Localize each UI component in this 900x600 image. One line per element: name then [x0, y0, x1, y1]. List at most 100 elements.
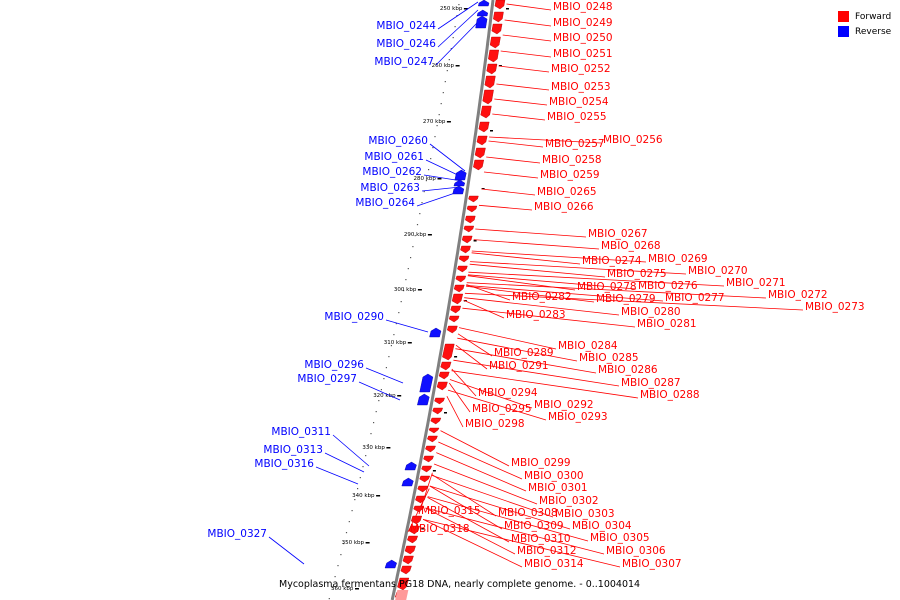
forward-gene-arrow	[488, 49, 500, 63]
kbp-tick-label: 270 kbp	[423, 119, 446, 125]
forward-leader-line	[446, 396, 464, 428]
forward-gene-label: MBIO_0309	[504, 520, 564, 532]
forward-gene-arrow	[440, 361, 452, 371]
kbp-tick-label: 250 kbp	[440, 6, 463, 12]
strand-tick-mark	[481, 188, 485, 190]
scale-dot	[414, 235, 416, 237]
forward-gene-label: MBIO_0312	[517, 545, 577, 557]
forward-leader-line	[457, 333, 493, 357]
forward-leader-line	[429, 485, 571, 530]
forward-gene-label: MBIO_0253	[551, 81, 611, 93]
scale-dot	[419, 213, 421, 215]
leader-lines	[268, 1, 804, 568]
forward-leader-line	[475, 228, 587, 238]
forward-leader-line	[504, 19, 552, 27]
scale-dot	[359, 477, 361, 479]
reverse-leader-line	[429, 143, 466, 172]
forward-gene-arrow	[486, 63, 498, 75]
reverse-leader-line	[437, 9, 479, 48]
scale-dot	[378, 400, 380, 402]
forward-gene-label: MBIO_0301	[528, 482, 588, 494]
forward-gene-arrow	[489, 36, 501, 49]
genome-backbone	[390, 0, 495, 600]
kbp-tick-mark	[446, 121, 451, 123]
scale-dot	[337, 565, 339, 567]
scale-dot	[421, 202, 423, 204]
forward-leader-line	[489, 136, 602, 144]
reverse-gene-label: MBIO_0313	[263, 444, 323, 456]
scale-dot	[367, 444, 369, 446]
scale-dot	[436, 125, 438, 127]
forward-gene-label: MBIO_0248	[553, 1, 613, 13]
reverse-gene-arrow	[478, 0, 490, 7]
reverse-gene-arrow	[452, 185, 465, 195]
forward-gene-arrow	[421, 465, 432, 473]
forward-gene-label: MBIO_0299	[511, 457, 571, 469]
reverse-gene-label: MBIO_0264	[355, 197, 415, 209]
forward-gene-arrow	[453, 284, 465, 293]
forward-gene-arrow	[455, 275, 467, 283]
kbp-tick-mark	[463, 8, 468, 10]
legend-swatch-reverse	[838, 26, 849, 37]
forward-gene-arrow	[415, 495, 427, 504]
forward-gene-label: MBIO_0291	[489, 360, 549, 372]
forward-leader-line	[502, 34, 552, 42]
strand-tick-mark	[421, 528, 425, 530]
reverse-leader-line	[358, 381, 401, 401]
forward-leader-line	[463, 299, 505, 319]
forward-gene-arrow	[482, 89, 494, 105]
forward-gene-arrow	[491, 23, 503, 35]
forward-leader-line	[466, 285, 595, 303]
forward-gene-label: MBIO_0249	[553, 17, 613, 29]
scale-dot	[393, 334, 395, 336]
reverse-gene-arrow	[453, 179, 466, 187]
kbp-tick-mark	[437, 178, 442, 180]
forward-gene-arrow	[484, 75, 496, 89]
forward-leader-line	[473, 239, 600, 250]
scale-dot	[362, 466, 364, 468]
scale-dot	[442, 92, 444, 94]
reverse-gene-arrow	[429, 327, 442, 338]
forward-leader-line	[500, 50, 552, 58]
legend-swatch-forward	[838, 11, 849, 22]
forward-gene-label: MBIO_0259	[540, 169, 600, 181]
forward-leader-line	[470, 261, 687, 275]
forward-leader-line	[464, 297, 620, 316]
forward-gene-label: MBIO_0254	[549, 96, 609, 108]
forward-leader-line	[471, 252, 581, 265]
forward-gene-arrow	[446, 325, 458, 334]
forward-gene-arrow	[423, 455, 434, 463]
forward-gene-arrow	[493, 11, 504, 23]
kbp-tick-label: 320 kbp	[373, 393, 396, 399]
forward-gene-arrow	[438, 371, 450, 380]
forward-leader-line	[468, 271, 725, 287]
forward-gene-label: MBIO_0307	[622, 558, 682, 570]
forward-gene-label: MBIO_0308	[498, 507, 558, 519]
forward-leader-line	[427, 496, 589, 542]
forward-gene-label: MBIO_0267	[588, 228, 648, 240]
forward-gene-arrow	[397, 577, 410, 591]
forward-gene-label: MBIO_0318	[410, 523, 470, 535]
reverse-gene-arrow	[419, 373, 434, 393]
forward-leader-line	[436, 452, 527, 492]
forward-gene-arrow	[413, 505, 425, 513]
forward-gene-label: MBIO_0274	[582, 255, 642, 267]
forward-gene-label: MBIO_0288	[640, 389, 700, 401]
forward-gene-label: MBIO_0281	[637, 318, 697, 330]
forward-leader-line	[467, 274, 637, 290]
gene-labels: MBIO_0248 MBIO_0249 MBIO_0250 MBIO_0251 MBIO…	[207, 1, 864, 570]
scale-dot	[385, 367, 387, 369]
forward-gene-label: MBIO_0310	[511, 533, 571, 545]
forward-gene-label: MBIO_0306	[606, 545, 666, 557]
kbp-tick-mark	[397, 395, 402, 397]
legend: Forward Reverse	[838, 9, 891, 39]
genome-caption: Mycoplasma fermentans PG18 DNA, nearly c…	[279, 579, 641, 590]
kbp-tick-mark	[386, 447, 391, 449]
forward-leader-line	[459, 327, 557, 350]
kbp-tick-label: 300 kbp	[394, 287, 417, 293]
scale-dot	[425, 180, 427, 182]
forward-leader-line	[427, 497, 510, 543]
scale-dot	[438, 114, 440, 116]
forward-gene-arrow	[427, 435, 438, 443]
forward-leader-line	[423, 519, 621, 568]
